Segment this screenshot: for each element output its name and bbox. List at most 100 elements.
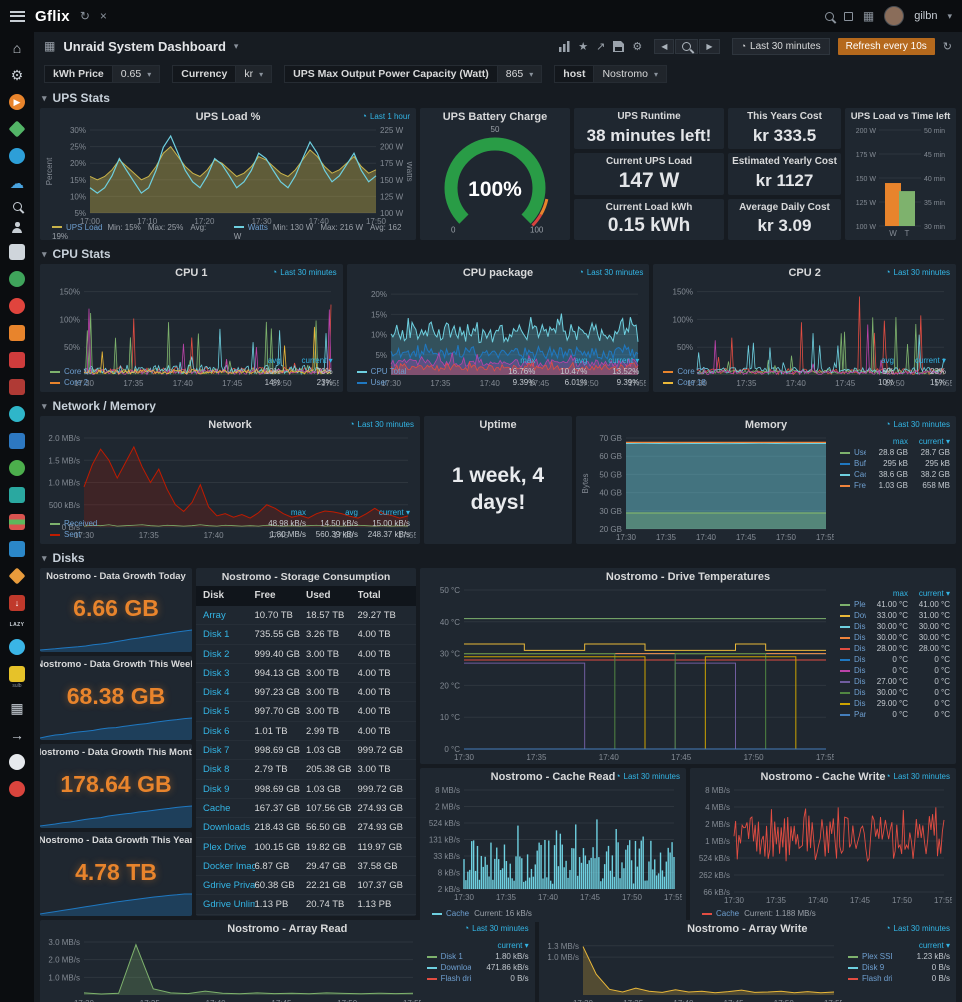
drop-app-icon[interactable] [9, 639, 25, 655]
legend-sort-header[interactable]: max [892, 589, 908, 598]
panel-title[interactable]: Uptime [479, 419, 517, 431]
star-icon[interactable]: ★ [578, 40, 589, 53]
legend-sort-header[interactable]: current ▾ [378, 508, 410, 517]
variable-host[interactable]: host Nostromo ▾ [554, 65, 667, 83]
panel-time-range[interactable]: ◔ Last 30 minutes [271, 267, 337, 277]
panel-title[interactable]: Nostromo - Cache Write [760, 771, 886, 783]
cache-write-chart[interactable]: 66 kB/s 262 kB/s 524 kB/s 1 MB/s 2 MB/s 4 MB/… [694, 786, 955, 908]
legend-sort-header[interactable]: avg [881, 356, 895, 365]
legend-sort-header[interactable]: avg [267, 356, 281, 365]
menu-icon[interactable] [10, 10, 25, 22]
legend-sort-header[interactable]: current ▾ [608, 356, 640, 365]
panel-time-range[interactable]: ◔ Last 30 minutes [615, 771, 680, 781]
plex-app-icon[interactable]: ▶ [9, 94, 25, 110]
white-app-icon[interactable] [9, 244, 25, 260]
section-disks[interactable]: ▾ Disks [42, 551, 85, 565]
section-ups-stats[interactable]: ▾ UPS Stats [42, 91, 110, 105]
legend-item[interactable]: Disk 229.00 °C0 °C [840, 698, 950, 709]
panel-time-range[interactable]: ◔ Last 30 minutes [885, 771, 950, 781]
network-chart[interactable]: 0 B/s 500 kB/s 1.0 MB/s 1.5 MB/s 2.0 MB/s 17:… [44, 434, 418, 540]
legend-item[interactable]: Disk 930.00 °C30.00 °C [840, 621, 950, 632]
panel-time-range[interactable]: ◔ Last 1 hour [361, 111, 410, 121]
disk-link[interactable]: Gdrive Unlimited [203, 899, 255, 911]
legend-item[interactable]: Flash drive0 B/s [426, 973, 529, 984]
panel-title[interactable]: Network [208, 419, 252, 431]
blue-circle-app-icon[interactable] [9, 148, 25, 164]
analytics-icon[interactable] [559, 40, 570, 52]
legend-item[interactable]: Core 27 9% 23% [663, 366, 946, 377]
legend-item[interactable]: Disk 328.00 °C28.00 °C [840, 643, 950, 654]
settings-icon[interactable]: ⚙ [10, 67, 24, 83]
legend-item[interactable]: Disk 430.00 °C0 °C [840, 687, 950, 698]
red-grid-app-icon[interactable] [9, 379, 25, 395]
refresh-icon[interactable]: ↻ [79, 9, 90, 23]
disk-link[interactable]: Disk 5 [203, 706, 230, 718]
legend-sort-header[interactable]: max [520, 356, 536, 365]
green-circle-app-icon[interactable] [9, 271, 25, 287]
disk-link[interactable]: Plex Drive [203, 841, 247, 853]
building-app-icon[interactable]: ▦ [10, 700, 24, 716]
disk-link[interactable]: Disk 1 [203, 629, 230, 641]
panel-time-range[interactable]: ◔ Last 30 minutes [885, 267, 951, 277]
zoom-out-button[interactable] [675, 38, 699, 54]
legend-sort-header[interactable]: avg [574, 356, 588, 365]
panel-title[interactable]: UPS Load % [195, 111, 261, 123]
legend-item[interactable]: UPS Load Min: 15% Max: 25% Avg: 19% [52, 222, 207, 241]
disk-link[interactable]: Cache [203, 802, 231, 814]
legend-item[interactable]: Plex SSD1.23 kB/s [848, 951, 950, 962]
disk-link[interactable]: Disk 3 [203, 667, 230, 679]
legend-item[interactable]: Parity0 °C0 °C [840, 709, 950, 720]
legend-sort-header[interactable]: max [892, 437, 908, 446]
refresh-interval-button[interactable]: Refresh every 10s [837, 37, 935, 55]
legend-sort-header[interactable]: max [290, 508, 306, 517]
green-diamond-app-icon[interactable] [8, 120, 26, 138]
panel-title[interactable]: Nostromo - Drive Temperatures [605, 571, 771, 583]
section-network-memory[interactable]: ▾ Network / Memory [42, 399, 156, 413]
disk-link[interactable]: Docker Image [203, 860, 255, 872]
dashboard-caret-icon[interactable]: ▾ [233, 40, 239, 51]
ups-bars-chart[interactable]: 100 W 125 W 150 W 175 W 200 W 30 min 35 min 40 … [849, 126, 952, 238]
ups-runtime-panel[interactable]: UPS Runtime 38 minutes left! [574, 108, 724, 150]
disk-link[interactable]: Downloads [203, 822, 250, 834]
cloud-app-icon[interactable]: ☁ [10, 175, 24, 191]
panel-title[interactable]: Memory [744, 419, 788, 431]
legend-sort-header[interactable]: current ▾ [918, 589, 950, 598]
legend-item[interactable]: User 9.39% 6.01% 9.39% [356, 377, 639, 388]
column-header[interactable]: Used [306, 590, 331, 601]
legend-sort-header[interactable]: current ▾ [918, 437, 950, 446]
home-icon[interactable]: ⌂ [12, 40, 22, 56]
panel-title[interactable]: CPU package [462, 267, 534, 279]
blue-app-icon[interactable] [9, 433, 25, 449]
run-refresh-icon[interactable]: ↻ [942, 40, 952, 53]
legend-item[interactable]: Core 10 10% 70% [50, 366, 333, 377]
red-circle-app-icon[interactable] [9, 298, 25, 314]
share-icon[interactable]: ↗ [596, 40, 606, 53]
current-ups-load-panel[interactable]: Current UPS Load 147 W [574, 153, 724, 195]
legend-item[interactable]: Received 48.98 kB/s 14.50 kB/s 15.00 kB/s [50, 518, 410, 529]
variable-ups-capacity[interactable]: UPS Max Output Power Capacity (Watt) 865… [284, 65, 543, 83]
drive-temperatures-chart[interactable]: 0 °C 10 °C 20 °C 30 °C 40 °C 50 °C 17:30 17:35 1… [424, 586, 837, 762]
disk-link[interactable]: Disk 2 [203, 648, 230, 660]
settings-icon[interactable]: ⚙ [632, 40, 643, 53]
legend-item[interactable]: Disk 1 1.80 kB/s [426, 951, 529, 962]
panel-title[interactable]: Nostromo - Array Read [227, 923, 348, 935]
legend-sort-header[interactable]: avg [345, 508, 358, 517]
time-forward-button[interactable]: ▶ [699, 38, 720, 54]
download-app-icon[interactable]: ↓ [9, 595, 25, 611]
legend-item[interactable]: Downloads33.00 °C31.00 °C [840, 610, 950, 621]
legend-sort-header[interactable]: current ▾ [914, 356, 947, 365]
legend-item[interactable]: Flash drive0 B/s [848, 973, 950, 984]
column-header[interactable]: Disk [203, 590, 225, 601]
legend-item[interactable]: Disk 60 °C0 °C [840, 665, 950, 676]
disk-link[interactable]: Disk 4 [203, 687, 230, 699]
fullscreen-icon[interactable] [843, 11, 853, 21]
panel-time-range[interactable]: ◔ Last 30 minutes [578, 267, 644, 277]
panel-time-range[interactable]: ◔ Last 30 minutes [885, 419, 950, 429]
save-icon[interactable] [613, 40, 625, 52]
dashboard-title[interactable]: Unraid System Dashboard [63, 38, 226, 54]
user-app-icon[interactable] [12, 222, 22, 233]
teal-square-app-icon[interactable] [9, 487, 25, 503]
legend-item[interactable]: Core 18 10% 15% [663, 377, 946, 388]
battery-gauge[interactable]: 0 50 100 100% [424, 125, 566, 238]
